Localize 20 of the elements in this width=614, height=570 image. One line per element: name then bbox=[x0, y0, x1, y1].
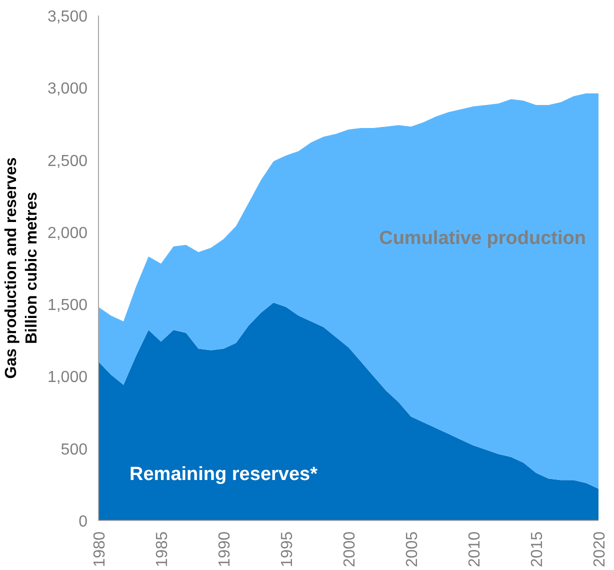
series-label: Cumulative production bbox=[379, 228, 586, 250]
y-tick-label: 3,500 bbox=[47, 8, 88, 26]
x-tick-label: 2020 bbox=[592, 531, 608, 568]
x-tick-label: 2005 bbox=[404, 531, 421, 568]
y-tick-label: 2,000 bbox=[47, 224, 88, 242]
y-tick-label: 3,000 bbox=[47, 80, 88, 98]
y-tick-label: 1,500 bbox=[47, 297, 88, 314]
x-tick-label: 2010 bbox=[466, 531, 484, 568]
y-tick-label: 0 bbox=[78, 514, 88, 530]
y-tick-label: 500 bbox=[60, 441, 88, 458]
series-label: Remaining reserves* bbox=[130, 464, 318, 486]
x-tick-label: 1980 bbox=[92, 531, 108, 568]
y-tick-label: 1,000 bbox=[47, 369, 88, 386]
x-tick-label: 2000 bbox=[342, 531, 358, 568]
x-tick-label: 1990 bbox=[216, 531, 234, 568]
x-tick-label: 1995 bbox=[279, 531, 296, 568]
x-tick-label: 2015 bbox=[529, 531, 546, 568]
y-tick-label: 2,500 bbox=[47, 152, 88, 170]
y-axis-title: Gas production and reserves Billion cubic metres bbox=[3, 157, 40, 379]
x-tick-label: 1985 bbox=[154, 531, 171, 568]
